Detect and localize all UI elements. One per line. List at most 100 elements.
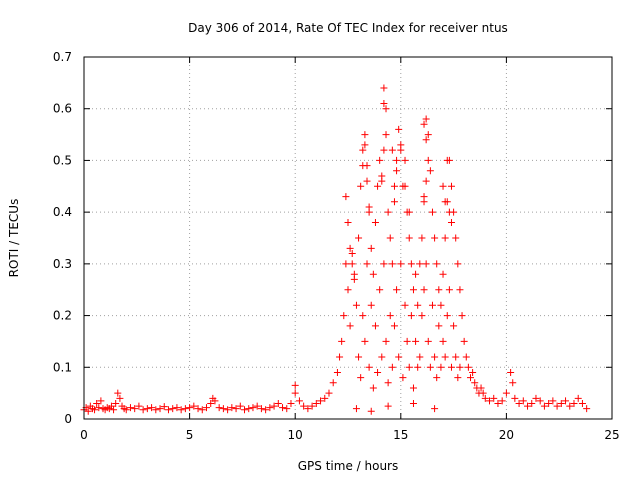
data-point <box>346 322 354 330</box>
data-point <box>245 405 253 413</box>
data-point <box>369 270 377 278</box>
data-point <box>428 208 436 216</box>
data-point <box>553 402 561 410</box>
data-point <box>367 301 375 309</box>
data-point <box>439 182 447 190</box>
data-point <box>91 406 99 414</box>
data-point <box>291 381 299 389</box>
data-point <box>365 363 373 371</box>
data-point <box>386 312 394 320</box>
data-point <box>374 182 382 190</box>
data-point <box>549 397 557 405</box>
x-tick-label: 20 <box>499 428 514 442</box>
data-point <box>412 270 420 278</box>
data-point <box>274 399 282 407</box>
data-point <box>511 394 519 402</box>
data-point <box>454 260 462 268</box>
data-point <box>545 399 553 407</box>
data-point <box>464 363 472 371</box>
data-point <box>439 337 447 345</box>
data-point <box>397 260 405 268</box>
data-point <box>376 156 384 164</box>
data-point <box>357 374 365 382</box>
data-point <box>342 193 350 201</box>
data-point <box>393 156 401 164</box>
data-point <box>462 353 470 361</box>
data-point <box>431 234 439 242</box>
data-point <box>253 402 261 410</box>
data-point <box>228 404 236 412</box>
data-point <box>270 402 278 410</box>
data-point <box>279 404 287 412</box>
data-point <box>401 301 409 309</box>
data-point <box>156 405 164 413</box>
data-point <box>405 363 413 371</box>
data-point <box>148 404 156 412</box>
data-point <box>401 182 409 190</box>
data-point <box>300 402 308 410</box>
data-point <box>363 177 371 185</box>
data-point <box>498 397 506 405</box>
data-point <box>110 406 118 414</box>
data-point <box>266 404 274 412</box>
data-point <box>405 208 413 216</box>
data-point <box>409 286 417 294</box>
data-point <box>477 384 485 392</box>
data-point <box>93 399 101 407</box>
data-point <box>447 182 455 190</box>
data-point <box>469 368 477 376</box>
data-point <box>583 405 591 413</box>
data-point <box>540 402 548 410</box>
data-point <box>422 260 430 268</box>
data-point <box>371 218 379 226</box>
data-point <box>317 397 325 405</box>
data-point <box>395 125 403 133</box>
data-point <box>393 286 401 294</box>
data-point <box>437 363 445 371</box>
data-point <box>412 337 420 345</box>
data-point <box>291 389 299 397</box>
data-point <box>578 399 586 407</box>
y-tick-label: 0.5 <box>53 153 72 167</box>
data-point <box>422 136 430 144</box>
data-point <box>295 397 303 405</box>
data-point <box>371 322 379 330</box>
data-point <box>346 244 354 252</box>
data-point <box>395 353 403 361</box>
data-point <box>384 379 392 387</box>
data-point <box>441 198 449 206</box>
data-point <box>405 234 413 242</box>
data-point <box>219 405 227 413</box>
data-point <box>107 402 115 410</box>
data-point <box>390 322 398 330</box>
x-tick-label: 25 <box>604 428 619 442</box>
data-point <box>528 399 536 407</box>
data-point <box>348 250 356 258</box>
data-point <box>380 146 388 154</box>
data-point <box>441 234 449 242</box>
data-point <box>382 105 390 113</box>
data-point <box>388 260 396 268</box>
data-point <box>287 399 295 407</box>
data-point <box>445 208 453 216</box>
data-point <box>344 218 352 226</box>
data-point <box>380 84 388 92</box>
data-point <box>131 405 139 413</box>
data-point <box>447 363 455 371</box>
data-point <box>352 405 360 413</box>
data-point <box>173 404 181 412</box>
data-point <box>428 301 436 309</box>
data-point <box>84 407 92 415</box>
data-point <box>458 312 466 320</box>
data-point <box>460 337 468 345</box>
data-point <box>399 374 407 382</box>
data-point <box>422 177 430 185</box>
data-point <box>420 120 428 128</box>
tick-labels: 0 5 10 15 20 25 0 0.1 0.2 0.3 0.4 0.5 0.6 0.7 <box>53 50 620 442</box>
data-point <box>380 100 388 108</box>
data-point <box>152 406 160 414</box>
data-point <box>536 397 544 405</box>
data-point <box>386 234 394 242</box>
data-point <box>376 286 384 294</box>
